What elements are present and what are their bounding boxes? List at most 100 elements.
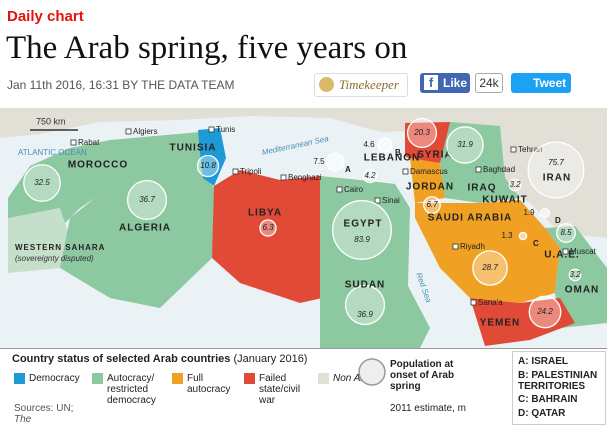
legend-population: Population at onset of Arab spring [390, 359, 455, 392]
legend-title-date: (January 2016) [233, 353, 308, 365]
population-label: 83.9 [354, 235, 370, 244]
country-label: KUWAIT [482, 195, 527, 206]
headline: The Arab spring, five years on [6, 30, 408, 66]
population-label: 6.7 [426, 200, 438, 209]
population-label: 20.3 [413, 128, 430, 137]
tunisia-land [198, 128, 226, 186]
population-bubble [508, 178, 522, 192]
timekeeper-icon [319, 77, 334, 92]
country-label: LIBYA [248, 208, 282, 219]
tweet-label: Tweet [533, 76, 567, 90]
city-label: Tehran [518, 145, 542, 154]
key-entry: B: PALESTINIAN TERRITORIES [518, 370, 598, 392]
legend-label: Full autocracy [187, 373, 231, 395]
population-label: 32.5 [34, 178, 50, 187]
small-key: C [533, 239, 539, 248]
key-entry: D: QATAR [518, 408, 566, 419]
like-count: 24k [475, 73, 503, 93]
population-bubble [325, 152, 345, 172]
timekeeper-label: Timekeeper [339, 77, 399, 92]
small-key: A [345, 165, 351, 174]
country-label: MOROCCO [68, 160, 128, 171]
legend-bubble [358, 358, 386, 386]
country-label: JORDAN [406, 182, 454, 193]
population-bubble [406, 117, 438, 149]
byline: Jan 11th 2016, 16:31 BY THE DATA TEAM [7, 78, 235, 92]
country-label: EGYPT [344, 219, 383, 230]
city-label: Cairo [344, 185, 364, 194]
population-bubble [446, 126, 484, 164]
land [0, 108, 607, 348]
city-marker [125, 128, 132, 135]
city-marker [402, 168, 409, 175]
key-entry: C: BAHRAIN [518, 394, 578, 405]
country-label: YEMEN [480, 318, 521, 329]
legend-swatch [92, 373, 103, 384]
country-label: SAUDI ARABIA [428, 213, 512, 224]
country-label: SYRIA [417, 150, 453, 161]
legend-swatch [318, 373, 329, 384]
iraq-land [440, 122, 520, 203]
city-label: Muscat [570, 247, 597, 256]
country-label: IRAQ [468, 183, 497, 194]
population-label: 6.3 [262, 223, 274, 232]
country-label: OMAN [565, 285, 600, 296]
population-bubble [423, 196, 441, 214]
population-bubble [539, 207, 551, 219]
legend-population-note: 2011 estimate, m [390, 403, 466, 414]
city-label: Damascus [410, 167, 448, 176]
like-button[interactable]: f Like [420, 73, 470, 93]
algeria-land [60, 132, 215, 308]
population-label: 3.2 [509, 180, 521, 189]
city-marker [562, 248, 569, 255]
population-label: 28.7 [481, 263, 498, 272]
sources-publisher: The Economist [14, 414, 32, 425]
timekeeper-button[interactable]: Timekeeper [314, 73, 408, 97]
key-entry: A: ISRAEL [518, 356, 568, 367]
legend-swatch [244, 373, 255, 384]
city-marker [336, 186, 343, 193]
legend-title-text: Country status of selected Arab countrie… [12, 353, 231, 365]
population-bubble [556, 223, 576, 243]
tweet-button[interactable]: Tweet [511, 73, 571, 93]
small-key: B [395, 148, 401, 157]
population-label: 8.5 [560, 228, 572, 237]
population-bubble [196, 154, 220, 178]
population-bubble [362, 168, 378, 184]
country-label: SUDAN [345, 280, 386, 291]
population-label: 36.7 [139, 195, 155, 204]
city-marker [475, 166, 482, 173]
city-marker [374, 197, 381, 204]
western-sahara-note: (sovereignty disputed) [15, 254, 94, 263]
map: 750 km WESTERN SAHARA (sovereignty dispu… [0, 108, 607, 348]
population-label: 31.9 [457, 140, 473, 149]
city-marker [280, 174, 287, 181]
population-bubble [332, 200, 392, 260]
population-label: 10.8 [200, 161, 216, 170]
population-bubble [259, 219, 277, 237]
western-sahara-label: WESTERN SAHARA [15, 243, 105, 252]
scale-label: 750 km [36, 116, 66, 126]
city-label: Baghdad [483, 165, 515, 174]
legend-circle [358, 358, 386, 386]
population-label: 24.2 [536, 307, 553, 316]
population-label: 75.7 [548, 158, 564, 167]
country-label: ALGERIA [119, 223, 171, 234]
population-label: 3.2 [569, 270, 581, 279]
morocco-land [8, 140, 130, 268]
population-label: 36.9 [357, 310, 373, 319]
yemen-land [470, 298, 575, 346]
legend: Country status of selected Arab countrie… [0, 348, 607, 425]
city-label: Benghazi [288, 173, 322, 182]
legend-label: Democracy [29, 373, 80, 384]
section-label[interactable]: Daily chart [7, 8, 84, 25]
population-bubble [528, 295, 562, 329]
sources: Sources: UN;The Economist [14, 403, 74, 425]
city-marker [510, 146, 517, 153]
iran-land [500, 116, 607, 238]
population-bubble [518, 231, 528, 241]
country-label: U.A.E. [544, 250, 579, 261]
population-bubble [568, 268, 582, 282]
population-bubble [344, 284, 386, 326]
